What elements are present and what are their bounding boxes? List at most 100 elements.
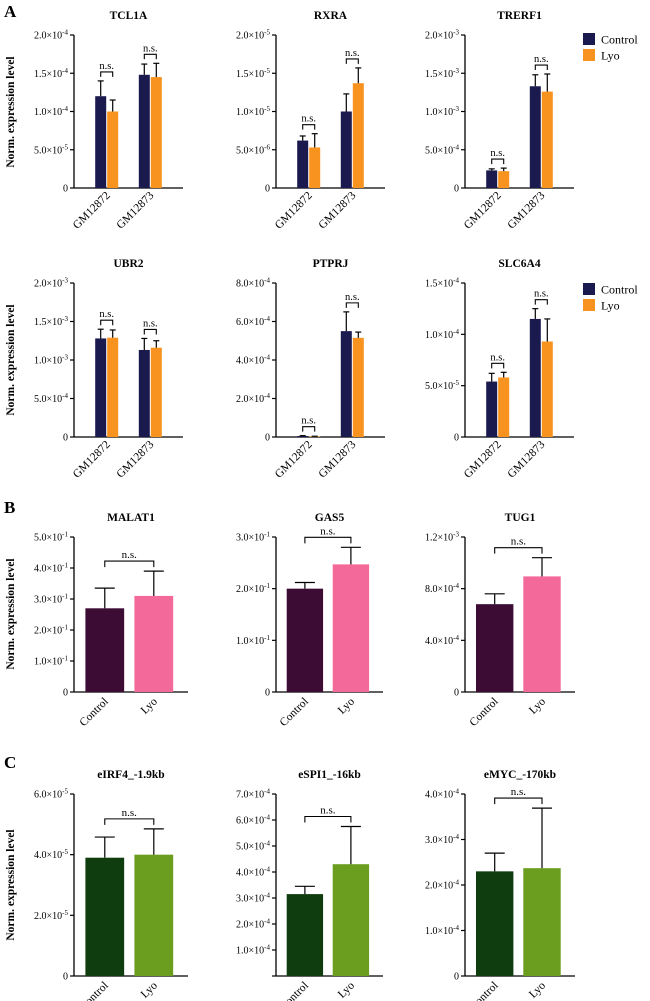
x-tick-label: GM12872 bbox=[273, 189, 315, 231]
chart-title: GAS5 bbox=[315, 512, 345, 524]
legend-label-lyo: Lyo bbox=[601, 299, 620, 313]
bar-lyo bbox=[332, 564, 370, 692]
chart-ptprj: PTPRJ 0 2.0×10-4 4.0×10-4 6.0×10-4 8.0×10-4 n.… bbox=[236, 258, 385, 481]
significance-bracket bbox=[345, 58, 359, 64]
significance-label: n.s. bbox=[122, 807, 138, 819]
y-tick-label: 6.0×10-4 bbox=[236, 315, 270, 328]
y-tick-label: 0 bbox=[454, 972, 459, 983]
chart-title: SLC6A4 bbox=[498, 258, 540, 270]
x-tick-label: Lyo bbox=[527, 695, 548, 716]
x-tick-label: Lyo bbox=[139, 979, 160, 1000]
significance-bracket bbox=[494, 797, 543, 805]
x-tick-label: GM12872 bbox=[71, 438, 113, 480]
y-tick-label: 4.0×10-5 bbox=[34, 848, 68, 861]
chart-emyc-170kb: eMYC_-170kb 0 1.0×10-4 2.0×10-4 3.0×10-4 4.0×… bbox=[425, 769, 575, 1001]
significance-bracket bbox=[491, 158, 505, 165]
y-tick-label: 1.2×10-3 bbox=[425, 531, 459, 544]
significance-label: n.s. bbox=[534, 54, 549, 65]
significance-label: n.s. bbox=[511, 536, 527, 548]
x-tick-label: GM12873 bbox=[115, 189, 157, 231]
y-tick-label: 7.0×10-4 bbox=[236, 788, 270, 801]
bar-control-gm12873 bbox=[529, 86, 541, 188]
y-tick-label: 3.0×10-1 bbox=[236, 531, 270, 544]
bar-control-gm12873 bbox=[340, 111, 352, 188]
y-tick-label: 2.0×10-5 bbox=[34, 909, 68, 922]
panel-label-a: A bbox=[4, 2, 17, 21]
y-tick-label: 3.0×10-1 bbox=[34, 593, 68, 606]
bar-lyo-gm12872 bbox=[107, 337, 119, 437]
chart-tug1: TUG1 0 4.0×10-4 8.0×10-4 1.2×10-3 Control Lyo n… bbox=[425, 512, 575, 729]
bar-control bbox=[85, 857, 125, 976]
y-tick-label: 5.0×10-6 bbox=[236, 143, 270, 156]
bar-control-gm12872 bbox=[297, 140, 309, 188]
y-tick-label: 3.0×10-4 bbox=[425, 833, 459, 846]
bar-lyo bbox=[523, 576, 561, 692]
y-tick-label: 5.0×10-5 bbox=[425, 379, 459, 392]
x-tick-label: Control bbox=[78, 696, 111, 729]
y-axis-label: Norm. expression level bbox=[5, 558, 17, 669]
significance-label: n.s. bbox=[143, 43, 158, 54]
significance-label: n.s. bbox=[320, 805, 336, 817]
significance-bracket bbox=[534, 299, 548, 305]
legend: Control Lyo bbox=[583, 33, 638, 63]
significance-label: n.s. bbox=[99, 309, 114, 320]
significance-bracket bbox=[304, 536, 352, 544]
legend: Control Lyo bbox=[583, 283, 638, 313]
y-tick-label: 0 bbox=[63, 972, 68, 983]
significance-label: n.s. bbox=[301, 416, 316, 427]
chart-title: TUG1 bbox=[505, 512, 536, 524]
bar-control bbox=[85, 608, 125, 692]
chart-tcl1a: TCL1A 0 5.0×10-5 1.0×10-4 1.5×10-4 2.0×10-4 n.… bbox=[34, 10, 183, 232]
chart-malat1: MALAT1 0 1.0×10-1 2.0×10-1 3.0×10-1 4.0×10-1 5… bbox=[34, 512, 188, 729]
y-tick-label: 2.0×10-4 bbox=[34, 29, 68, 42]
y-tick-label: 8.0×10-4 bbox=[236, 277, 270, 290]
bar-control bbox=[476, 871, 514, 976]
bar-lyo-gm12873 bbox=[541, 91, 553, 188]
chart-title: TCL1A bbox=[110, 10, 148, 22]
y-tick-label: 5.0×10-4 bbox=[425, 143, 459, 156]
significance-label: n.s. bbox=[320, 525, 336, 537]
y-tick-label: 0 bbox=[63, 433, 68, 444]
legend-label-control: Control bbox=[601, 33, 638, 47]
bar-control-gm12872 bbox=[486, 170, 498, 188]
x-tick-label: GM12873 bbox=[317, 189, 359, 231]
bar-lyo-gm12873 bbox=[352, 83, 364, 188]
y-tick-label: 0 bbox=[265, 688, 270, 699]
x-tick-label: Control bbox=[467, 696, 500, 729]
significance-bracket bbox=[302, 426, 316, 432]
significance-bracket bbox=[302, 124, 316, 130]
y-tick-label: 0 bbox=[265, 184, 270, 195]
significance-label: n.s. bbox=[143, 318, 158, 329]
x-tick-label: Lyo bbox=[139, 695, 160, 716]
y-tick-label: 5.0×10-5 bbox=[34, 143, 68, 156]
legend-label-control: Control bbox=[601, 283, 638, 297]
y-axis-label: Norm. expression level bbox=[5, 56, 17, 167]
panel-label-c: C bbox=[4, 753, 16, 772]
bar-control-gm12873 bbox=[138, 74, 150, 188]
chart-trerf1: TRERF1 0 5.0×10-4 1.0×10-3 1.5×10-3 2.0×10-3 n… bbox=[425, 10, 574, 232]
significance-bracket bbox=[104, 818, 155, 825]
y-tick-label: 1.0×10-4 bbox=[236, 944, 270, 957]
y-tick-label: 6.0×10-5 bbox=[34, 788, 68, 801]
y-tick-label: 1.0×10-4 bbox=[425, 328, 459, 341]
y-tick-label: 4.0×10-1 bbox=[34, 562, 68, 575]
y-tick-label: 1.0×10-3 bbox=[34, 354, 68, 367]
bar-control bbox=[476, 604, 514, 692]
bar-lyo bbox=[134, 854, 174, 976]
bar-control-gm12873 bbox=[340, 331, 352, 437]
bar-lyo-gm12873 bbox=[541, 341, 553, 437]
significance-bracket bbox=[143, 328, 157, 335]
y-tick-label: 2.0×10-1 bbox=[34, 624, 68, 637]
y-tick-label: 0 bbox=[454, 184, 459, 195]
x-tick-label: Lyo bbox=[336, 979, 357, 1000]
x-tick-label: GM12873 bbox=[506, 189, 548, 231]
significance-bracket bbox=[494, 547, 543, 554]
significance-bracket bbox=[491, 362, 505, 369]
x-tick-label: Control bbox=[467, 980, 500, 1001]
chart-espi1-16kb: eSPI1_-16kb 1.0×10-4 2.0×10-4 3.0×10-4 4.0×1… bbox=[236, 769, 383, 1001]
chart-title: TRERF1 bbox=[497, 10, 542, 22]
bar-lyo bbox=[134, 595, 174, 692]
y-tick-label: 5.0×10-4 bbox=[34, 392, 68, 405]
significance-bracket bbox=[104, 560, 155, 568]
